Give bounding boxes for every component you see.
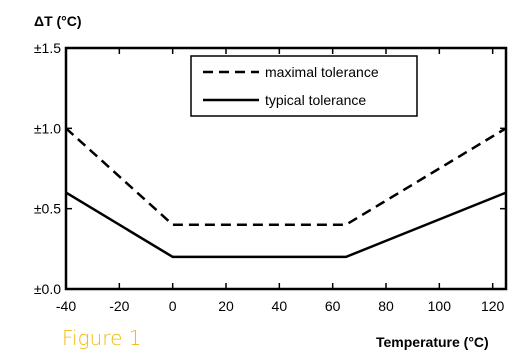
series-line-typical-tolerance: [65, 191, 507, 259]
x-tick-label: 100: [428, 298, 452, 314]
legend-box: [190, 55, 418, 117]
figure-caption: Figure 1: [62, 326, 141, 350]
y-tick-label: ±0.0: [34, 281, 61, 297]
y-axis-title: ΔT (°C): [34, 13, 82, 29]
legend-label: typical tolerance: [265, 92, 366, 108]
x-tick-label: 0: [169, 298, 177, 314]
y-tick-label: ±0.5: [34, 201, 61, 217]
series-line-maximal-tolerance: [65, 127, 507, 226]
x-tick-label: 20: [218, 298, 234, 314]
legend-label: maximal tolerance: [265, 64, 379, 80]
x-tick-label: 40: [272, 298, 288, 314]
x-tick-label: -40: [56, 298, 76, 314]
plot-area: -40 -20 0 20 40 60 80 100 120 ±0.0 ±0.5 ±1.0 ±1.5: [34, 40, 508, 314]
x-tick-label: 60: [325, 298, 341, 314]
x-tick-label: 80: [378, 298, 394, 314]
x-axis-title: Temperature (°C): [376, 334, 489, 350]
plot-frame: [64, 46, 508, 291]
x-tick-label: 120: [481, 298, 505, 314]
y-tick-label: ±1.5: [34, 40, 61, 56]
y-tick-label: ±1.0: [34, 120, 61, 136]
legend: maximal tolerance typical tolerance: [190, 55, 418, 117]
x-tick-label: -20: [109, 298, 129, 314]
